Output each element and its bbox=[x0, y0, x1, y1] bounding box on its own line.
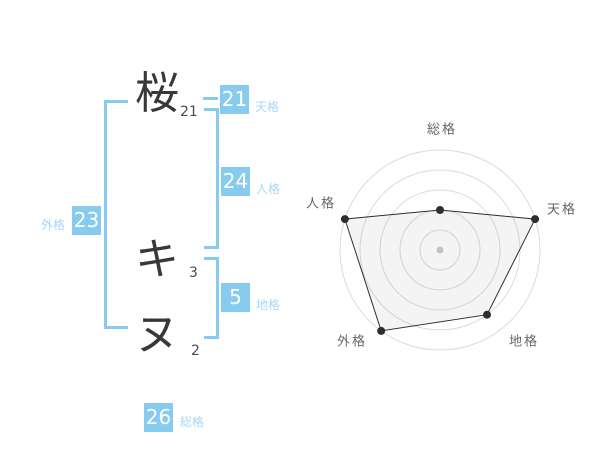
radar-axis-label-gaikaku: 外格 bbox=[337, 334, 367, 350]
chikaku-bracket bbox=[204, 257, 219, 339]
radar-axis-label-chikaku: 地格 bbox=[509, 334, 539, 350]
tenkaku-tick bbox=[203, 97, 218, 100]
chikaku-label: 地格 bbox=[256, 298, 281, 312]
radar-point-tenkaku bbox=[531, 215, 540, 224]
name-char-given-1: キ bbox=[135, 234, 179, 285]
radar-ring-5 bbox=[339, 149, 541, 351]
radar-point-soukaku bbox=[436, 206, 444, 214]
name-char-surname-1: 桜 bbox=[135, 68, 179, 119]
radar-data-polygon bbox=[344, 209, 536, 332]
soukaku-value-box: 26 bbox=[144, 403, 173, 432]
jinkaku-value-box: 24 bbox=[221, 167, 250, 196]
tenkaku-value-box: 21 bbox=[220, 85, 249, 114]
radar-chart: 総格天格地格 外格 人格 bbox=[300, 110, 590, 370]
radar-point-jinkaku bbox=[340, 215, 349, 224]
gaikaku-value-box: 23 bbox=[72, 206, 101, 235]
name-char-given-2: ヌ bbox=[135, 309, 179, 360]
radar-ring-1 bbox=[419, 229, 461, 271]
radar-axis-label-soukaku: 総格 bbox=[427, 122, 457, 138]
radar-point-chikaku bbox=[483, 310, 491, 319]
chikaku-value-box: 5 bbox=[221, 283, 250, 312]
radar-axis-label-tenkaku: 天格 bbox=[547, 202, 577, 218]
stroke-count-given-2: 2 bbox=[191, 343, 200, 359]
soukaku-label: 総格 bbox=[180, 415, 205, 429]
radar-point-gaikaku bbox=[377, 326, 386, 335]
radar-axis-label-jinkaku: 人格 bbox=[306, 196, 336, 212]
tenkaku-label: 天格 bbox=[255, 100, 280, 114]
gaikaku-bracket bbox=[104, 100, 128, 329]
jinkaku-bracket bbox=[204, 108, 219, 249]
radar-ring-3 bbox=[379, 189, 501, 311]
radar-center-dot bbox=[436, 246, 444, 254]
jinkaku-label: 人格 bbox=[256, 182, 281, 196]
stroke-count-surname-1: 21 bbox=[180, 104, 198, 120]
gaikaku-label: 外格 bbox=[41, 218, 66, 232]
stroke-count-given-1: 3 bbox=[189, 265, 198, 281]
